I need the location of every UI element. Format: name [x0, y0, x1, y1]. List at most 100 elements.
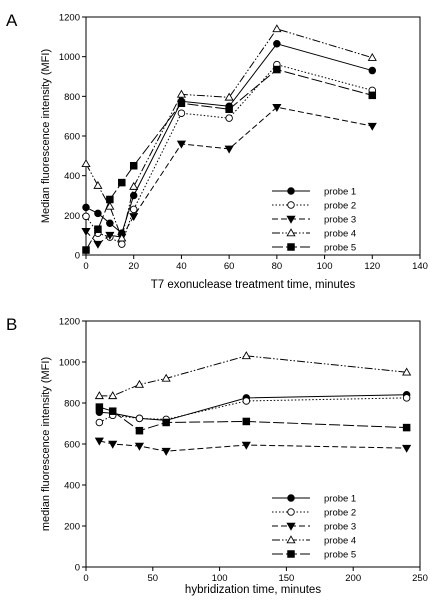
data-point — [176, 140, 187, 149]
legend-label: probe 2 — [324, 201, 356, 212]
y-tick-label: 200 — [64, 211, 80, 222]
data-point — [95, 418, 104, 427]
x-tick-label: 250 — [412, 573, 428, 584]
data-point — [368, 91, 377, 100]
data-point — [272, 24, 282, 33]
series-probe-4 — [81, 24, 377, 242]
data-point — [106, 219, 114, 228]
legend-marker — [286, 522, 296, 531]
y-tick-label: 600 — [64, 440, 80, 451]
legend-label: probe 5 — [324, 243, 356, 254]
legend-label: probe 1 — [324, 494, 356, 505]
legend-marker — [286, 215, 296, 224]
series-probe-5 — [95, 403, 411, 435]
panel-label: B — [6, 315, 17, 334]
series-probe-3 — [81, 103, 377, 249]
data-point — [177, 109, 186, 117]
series-probe-1 — [82, 40, 377, 237]
data-point — [135, 414, 144, 423]
data-point — [81, 227, 91, 236]
data-point — [108, 407, 117, 415]
y-tick-label: 400 — [64, 171, 80, 182]
plot-area-frame — [85, 16, 421, 256]
data-point — [82, 212, 90, 221]
legend-label: probe 5 — [324, 550, 356, 561]
data-point — [129, 181, 139, 190]
data-point — [129, 161, 138, 170]
legend-label: probe 2 — [324, 508, 356, 519]
data-point — [129, 191, 138, 200]
data-point — [94, 225, 102, 233]
y-tick-label: 1000 — [59, 52, 80, 63]
x-tick-label: 100 — [317, 261, 333, 272]
data-point — [242, 417, 251, 426]
y-tick-label: 400 — [64, 481, 80, 492]
data-point — [402, 444, 412, 453]
legend-marker — [287, 494, 295, 502]
y-tick-label: 0 — [75, 251, 80, 262]
x-tick-label: 50 — [148, 573, 159, 584]
data-point — [118, 178, 126, 187]
data-point — [117, 233, 127, 242]
series-probe-4 — [94, 351, 412, 400]
panel-a: A 0 20 40 60 80 100 120 140 0 200 400 600 800 1000 1200… — [6, 11, 428, 291]
legend-marker — [286, 535, 296, 544]
data-point — [241, 441, 251, 450]
data-point — [93, 240, 103, 249]
data-point — [105, 201, 115, 210]
y-tick-label: 800 — [64, 92, 80, 103]
x-tick-label: 150 — [278, 573, 294, 584]
x-tick-label: 100 — [212, 573, 228, 584]
y-tick-label: 800 — [64, 399, 80, 410]
data-point — [272, 103, 282, 112]
data-point — [225, 114, 233, 122]
data-point — [93, 180, 103, 189]
data-point — [177, 99, 186, 108]
data-point — [129, 205, 138, 214]
data-point — [95, 403, 104, 411]
legend-label: probe 1 — [324, 187, 356, 198]
legend: probe 1 probe 2 probe 3 probe 4 probe 5 — [272, 494, 356, 561]
data-point — [367, 52, 377, 61]
series-line — [99, 440, 407, 452]
x-axis-label: hybridization time, minutes — [185, 584, 321, 596]
legend-marker — [287, 201, 295, 209]
data-point — [273, 40, 281, 48]
data-point — [94, 209, 102, 218]
series-line — [85, 64, 373, 245]
data-point — [402, 394, 411, 402]
legend-marker — [287, 508, 295, 516]
data-point — [94, 437, 104, 446]
x-tick-label: 140 — [412, 261, 428, 272]
data-point — [134, 379, 145, 388]
data-point — [225, 105, 233, 113]
series-line — [99, 406, 407, 432]
x-tick-label: 0 — [83, 261, 88, 272]
data-point — [367, 122, 377, 131]
series-probe-2 — [95, 394, 411, 427]
data-point — [81, 159, 91, 168]
series-line — [85, 69, 373, 251]
data-point — [402, 367, 412, 376]
data-point — [108, 391, 118, 400]
data-point — [368, 66, 377, 75]
series-line — [99, 355, 407, 397]
legend-marker — [287, 550, 295, 558]
x-tick-label: 80 — [272, 261, 283, 272]
legend-label: probe 4 — [324, 229, 356, 240]
data-point — [241, 351, 251, 360]
y-tick-label: 1200 — [59, 13, 80, 24]
data-point — [129, 213, 139, 222]
data-point — [106, 195, 114, 204]
legend-marker — [287, 243, 295, 251]
data-point — [105, 231, 115, 240]
x-tick-label: 60 — [224, 261, 235, 272]
data-point — [162, 418, 170, 427]
y-axis-label: Median fluorescence intensity (MFI) — [40, 49, 52, 223]
series-probe-5 — [82, 65, 377, 254]
legend-marker — [286, 228, 296, 237]
y-tick-label: 1000 — [59, 358, 80, 369]
data-point — [224, 92, 234, 101]
x-tick-label: 20 — [128, 261, 139, 272]
data-point — [402, 423, 411, 432]
